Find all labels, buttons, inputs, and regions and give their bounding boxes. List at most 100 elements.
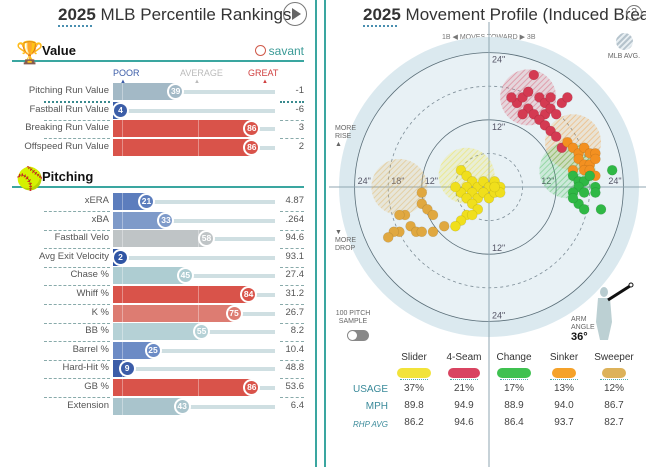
percentile-row[interactable]: xBA 33 .264 [0, 211, 316, 230]
percentile-badge: 21 [138, 193, 156, 210]
pitch-column-slider[interactable]: Slider 37% 89.8 86.2 [387, 352, 441, 431]
metric-name: Barrel % [72, 343, 109, 355]
pitch-point-slider [489, 181, 500, 193]
pill-underline [450, 379, 478, 380]
row-separator [280, 359, 304, 361]
metric-name: BB % [85, 325, 109, 337]
rhp-avg-value: 93.7 [554, 417, 574, 428]
row-separator [44, 101, 110, 103]
sample-toggle-label: 100 PITCH SAMPLE [335, 310, 371, 325]
metric-value: -1 [295, 85, 304, 96]
row-separator [280, 266, 304, 268]
pitch-point-slider [466, 209, 478, 221]
pitch-point-change [567, 192, 579, 204]
metric-name: K % [91, 306, 109, 318]
percentile-row[interactable]: Pitching Run Value 39 -1 [0, 83, 316, 101]
percentile-row[interactable]: Avg Exit Velocity 2 93.1 [0, 248, 316, 267]
percentile-row[interactable]: GB % 86 53.6 [0, 379, 316, 397]
metric-value: 8.2 [290, 325, 304, 337]
percentile-badge: 9 [118, 360, 136, 378]
pitch-point-sweeper [427, 209, 439, 221]
row-separator [44, 211, 110, 212]
pill-underline [550, 379, 578, 380]
pitcher-icon: 🥎 [16, 166, 44, 191]
sample-toggle[interactable] [347, 330, 369, 341]
row-separator [280, 397, 304, 398]
pitch-color-pill[interactable] [397, 368, 431, 378]
movement-year-underline[interactable] [363, 25, 397, 27]
percentile-row[interactable]: Chase % 45 27.4 [0, 267, 316, 285]
percentile-track [113, 108, 275, 113]
percentile-badge: 86 [243, 138, 261, 156]
percentile-rankings-panel: 2025 MLB Percentile Rankings 🏆 Value sav… [0, 0, 316, 467]
percentile-row[interactable]: Extension 43 6.4 [0, 397, 316, 416]
pitch-point-sweeper [416, 226, 428, 238]
pitch-color-pill[interactable] [448, 368, 480, 378]
metric-value: -6 [295, 103, 304, 115]
pitch-column-sweeper[interactable]: Sweeper 12% 86.7 82.7 [587, 352, 641, 431]
percentile-row[interactable]: Offspeed Run Value 86 2 [0, 138, 316, 157]
trophy-icon: 🏆 [16, 40, 44, 65]
metric-name: Whiff % [76, 288, 109, 299]
metric-value: 6.4 [290, 399, 304, 411]
play-icon[interactable] [283, 2, 307, 26]
percentile-track [113, 255, 275, 260]
ring-label: 24" [608, 176, 621, 186]
percentile-row[interactable]: Fastball Run Value 4 -6 [0, 101, 316, 120]
pitch-point-sweeper [394, 209, 405, 221]
metric-value: 93.1 [285, 250, 305, 262]
pitch-point-sweeper [382, 232, 394, 243]
percentile-badge: 86 [243, 120, 261, 138]
row-separator [280, 248, 304, 250]
percentile-badge: 2 [112, 248, 129, 266]
metric-name: Fastball Velo [54, 232, 109, 244]
percentile-badge: 45 [176, 267, 194, 285]
mlb-avg-zone-sweeper [371, 159, 428, 215]
percentile-row[interactable]: Hard-Hit % 9 48.8 [0, 360, 316, 378]
pitch-point-change [584, 170, 596, 182]
pitch-point-sweeper [427, 226, 439, 238]
row-separator [280, 378, 304, 380]
great-marker-icon: ▲ [262, 79, 268, 85]
percentile-row[interactable]: Breaking Run Value 86 3 [0, 120, 316, 138]
pitch-column-sinker[interactable]: Sinker 13% 94.0 93.7 [537, 352, 591, 431]
percentile-bar [113, 138, 253, 156]
pitcher-arm-icon [596, 282, 634, 340]
pitch-point-4-seam [517, 108, 528, 120]
poor-marker-icon: ▲ [120, 79, 126, 85]
percentile-row[interactable]: BB % 55 8.2 [0, 323, 316, 341]
pitch-column-4-seam[interactable]: 4-Seam 21% 94.9 94.6 [437, 352, 491, 431]
help-icon[interactable]: ? [626, 5, 642, 21]
pitch-color-pill[interactable] [602, 368, 626, 378]
pitch-name: Change [496, 352, 532, 363]
row-separator [44, 266, 110, 268]
year-underline[interactable] [58, 25, 92, 27]
row-separator [44, 359, 110, 361]
percentile-row[interactable]: Barrel % 25 10.4 [0, 341, 316, 360]
row-separator [280, 341, 304, 343]
mlb-avg-swatch-icon [615, 33, 633, 50]
row-separator [280, 322, 304, 324]
percentile-row[interactable]: Whiff % 84 31.2 [0, 286, 316, 304]
mph-value: 94.9 [454, 400, 474, 411]
pitch-point-4-seam [528, 69, 540, 81]
row-separator [44, 248, 110, 250]
mph-value: 86.7 [604, 400, 624, 411]
percentile-row[interactable]: Fastball Velo 58 94.6 [0, 230, 316, 248]
pill-underline [400, 379, 428, 380]
percentile-row[interactable]: K % 75 26.7 [0, 304, 316, 323]
more-rise-label: MORE RISE ▲ [335, 125, 356, 148]
panel-border-left [315, 0, 317, 467]
ring-label: 12" [425, 176, 438, 186]
percentile-row[interactable]: xERA 21 4.87 [0, 193, 316, 211]
savant-link[interactable]: savant [254, 44, 304, 58]
percentile-badge: 39 [167, 83, 185, 100]
pitch-color-pill[interactable] [497, 368, 531, 378]
percentile-track [113, 367, 275, 372]
usage-value: 13% [553, 383, 574, 394]
pitch-column-change[interactable]: Change 17% 88.9 86.4 [487, 352, 541, 431]
pitch-color-pill[interactable] [552, 368, 576, 378]
pitch-point-change [590, 187, 601, 198]
usage-value: 17% [503, 383, 524, 394]
pitch-point-change [606, 164, 618, 176]
